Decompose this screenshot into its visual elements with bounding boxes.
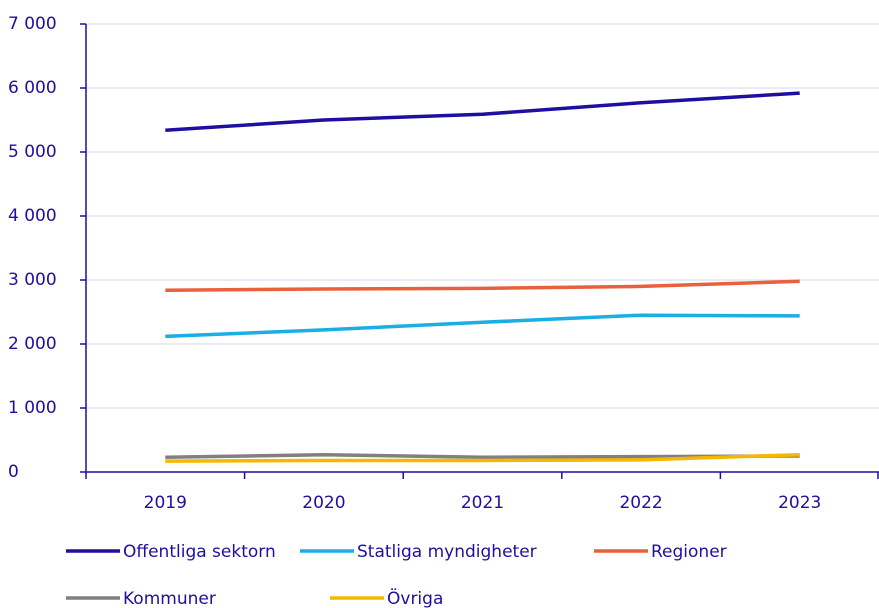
y-tick-label: 0 <box>8 462 19 482</box>
y-tick-label: 5 000 <box>8 142 57 162</box>
x-tick-label: 2022 <box>619 493 662 513</box>
series-line <box>165 313 800 339</box>
legend-label: Offentliga sektorn <box>123 542 276 562</box>
series-line <box>165 452 800 463</box>
series-line <box>165 91 800 132</box>
legend-label: Kommuner <box>123 589 216 608</box>
legend-label: Statliga myndigheter <box>357 542 537 562</box>
series-line <box>165 279 800 292</box>
y-tick-label: 3 000 <box>8 270 57 290</box>
y-tick-label: 6 000 <box>8 78 57 98</box>
y-tick-label: 2 000 <box>8 334 57 354</box>
x-tick-label: 2023 <box>778 493 821 513</box>
x-tick-label: 2019 <box>144 493 187 513</box>
legend-label: Övriga <box>387 587 443 608</box>
y-tick-label: 1 000 <box>8 398 57 418</box>
y-tick-label: 7 000 <box>8 14 57 34</box>
y-tick-label: 4 000 <box>8 206 57 226</box>
x-tick-label: 2021 <box>461 493 504 513</box>
x-tick-label: 2020 <box>302 493 345 513</box>
legend-label: Regioner <box>651 542 727 562</box>
